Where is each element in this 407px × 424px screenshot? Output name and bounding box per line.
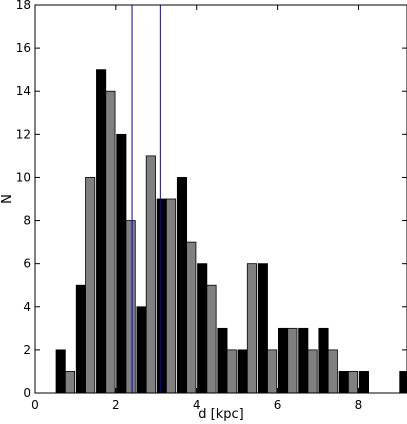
histogram-bar-series-1 bbox=[399, 371, 407, 394]
histogram-bar-series-1 bbox=[75, 284, 86, 394]
y-axis-label: N bbox=[0, 194, 15, 204]
histogram-bar-series-2 bbox=[85, 177, 96, 394]
histogram-bar-series-1 bbox=[156, 198, 167, 394]
histogram-bar-series-1 bbox=[176, 177, 188, 394]
y-tick-label: 18 bbox=[16, 0, 31, 12]
histogram-bar-series-2 bbox=[145, 155, 156, 394]
histogram-bar-series-2 bbox=[267, 349, 278, 394]
y-tick-label: 8 bbox=[23, 214, 31, 228]
vertical-lines-group bbox=[131, 5, 161, 393]
histogram-bar-series-1 bbox=[116, 133, 127, 394]
histogram-bar-series-2 bbox=[226, 349, 237, 394]
histogram-bar-series-2 bbox=[186, 241, 197, 394]
plot-frame bbox=[34, 4, 407, 394]
histogram-bar-series-2 bbox=[347, 371, 359, 394]
x-tick-label: 4 bbox=[193, 398, 201, 412]
y-tick-label: 6 bbox=[23, 257, 31, 271]
y-tick-label: 16 bbox=[16, 41, 31, 55]
x-tick-label: 6 bbox=[274, 398, 282, 412]
histogram-bar-series-1 bbox=[55, 349, 66, 394]
histogram-bar-series-1 bbox=[197, 263, 208, 394]
histogram-bar-series-1 bbox=[217, 327, 228, 394]
x-tick-label: 2 bbox=[112, 398, 120, 412]
histogram-bar-series-1 bbox=[237, 349, 248, 394]
histogram-bar-series-2 bbox=[206, 284, 217, 394]
histogram-bar-series-1 bbox=[358, 371, 369, 394]
histogram-bar-series-1 bbox=[278, 327, 289, 394]
histogram-bar-series-1 bbox=[136, 306, 147, 394]
histogram-bar-series-2 bbox=[125, 220, 136, 394]
y-tick-label: 12 bbox=[16, 127, 31, 141]
y-tick-label: 0 bbox=[23, 386, 31, 400]
y-tick-label: 14 bbox=[16, 84, 31, 98]
x-axis-ticks: 0 2 4 6 8 bbox=[31, 5, 362, 412]
y-tick-label: 4 bbox=[23, 300, 31, 314]
x-tick-label: 0 bbox=[31, 398, 39, 412]
y-tick-label: 10 bbox=[16, 170, 31, 184]
x-tick-label: 8 bbox=[355, 398, 363, 412]
histogram-bar-series-1 bbox=[96, 69, 107, 394]
histogram-bar-series-2 bbox=[287, 327, 298, 394]
histogram-bar-series-2 bbox=[246, 263, 257, 394]
y-tick-label: 2 bbox=[23, 343, 31, 357]
y-axis-ticks: 0 2 4 6 8 10 12 14 16 18 bbox=[16, 0, 407, 400]
histogram-bar-series-1 bbox=[298, 327, 309, 394]
x-axis-label: d [kpc] bbox=[198, 407, 243, 422]
histogram-bar-series-2 bbox=[105, 90, 116, 394]
histogram-bar-series-2 bbox=[64, 371, 76, 394]
histogram-bar-series-1 bbox=[257, 263, 268, 394]
histogram-bar-series-2 bbox=[327, 349, 338, 394]
histogram-bar-series-1 bbox=[318, 327, 329, 394]
histogram-bar-series-2 bbox=[307, 349, 318, 394]
histogram-bar-series-2 bbox=[166, 198, 177, 394]
histogram-bar-series-1 bbox=[338, 371, 349, 394]
